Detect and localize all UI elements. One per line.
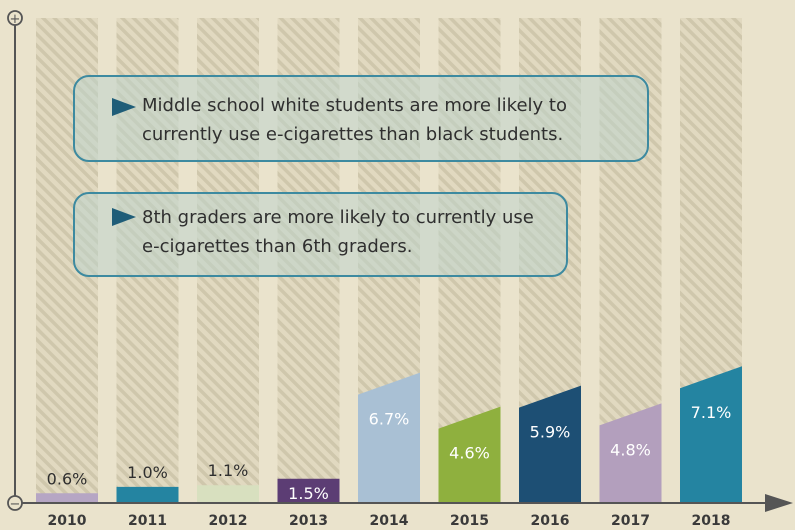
data-label-2013: 1.5% bbox=[288, 484, 329, 503]
note-box-grade: 8th graders are more likely to currently… bbox=[73, 192, 568, 277]
arrow-right-icon bbox=[112, 208, 136, 226]
axis-minus-circle-icon bbox=[7, 495, 23, 511]
bar-2017 bbox=[599, 403, 662, 503]
data-label-2010: 0.6% bbox=[47, 469, 88, 488]
x-tick-2017: 2017 bbox=[611, 513, 650, 529]
x-tick-2013: 2013 bbox=[289, 513, 328, 529]
x-tick-2015: 2015 bbox=[450, 513, 489, 529]
bar-2014 bbox=[358, 372, 420, 503]
data-label-2018: 7.1% bbox=[691, 403, 732, 422]
data-label-2016: 5.9% bbox=[530, 423, 571, 442]
data-label-2011: 1.0% bbox=[127, 463, 168, 482]
bar-2012 bbox=[197, 485, 259, 503]
data-label-2012: 1.1% bbox=[208, 461, 249, 480]
bar-2018 bbox=[680, 366, 742, 503]
arrow-right-icon bbox=[112, 98, 136, 116]
bar-2011 bbox=[116, 486, 179, 503]
note-text-race: Middle school white students are more li… bbox=[142, 95, 567, 145]
axis-minus-symbol: − bbox=[10, 497, 21, 512]
bar-2013 bbox=[277, 478, 340, 503]
note-box-race: Middle school white students are more li… bbox=[73, 75, 649, 162]
x-tick-2011: 2011 bbox=[128, 513, 167, 529]
x-tick-2010: 2010 bbox=[48, 513, 87, 529]
bar-2015 bbox=[438, 406, 501, 503]
axis-plus-symbol: + bbox=[10, 12, 21, 27]
axis-plus-circle-icon bbox=[7, 10, 23, 26]
x-tick-2018: 2018 bbox=[692, 513, 731, 529]
x-tick-2016: 2016 bbox=[531, 513, 570, 529]
x-tick-2014: 2014 bbox=[370, 513, 409, 529]
x-axis-arrow-icon bbox=[765, 494, 793, 512]
bar-2016 bbox=[519, 385, 581, 503]
x-tick-2012: 2012 bbox=[209, 513, 248, 529]
note-text-grade: 8th graders are more likely to currently… bbox=[142, 207, 534, 257]
data-label-2017: 4.8% bbox=[610, 440, 651, 459]
bar-2010 bbox=[36, 493, 98, 503]
data-label-2015: 4.6% bbox=[449, 444, 490, 463]
data-label-2014: 6.7% bbox=[369, 410, 410, 429]
